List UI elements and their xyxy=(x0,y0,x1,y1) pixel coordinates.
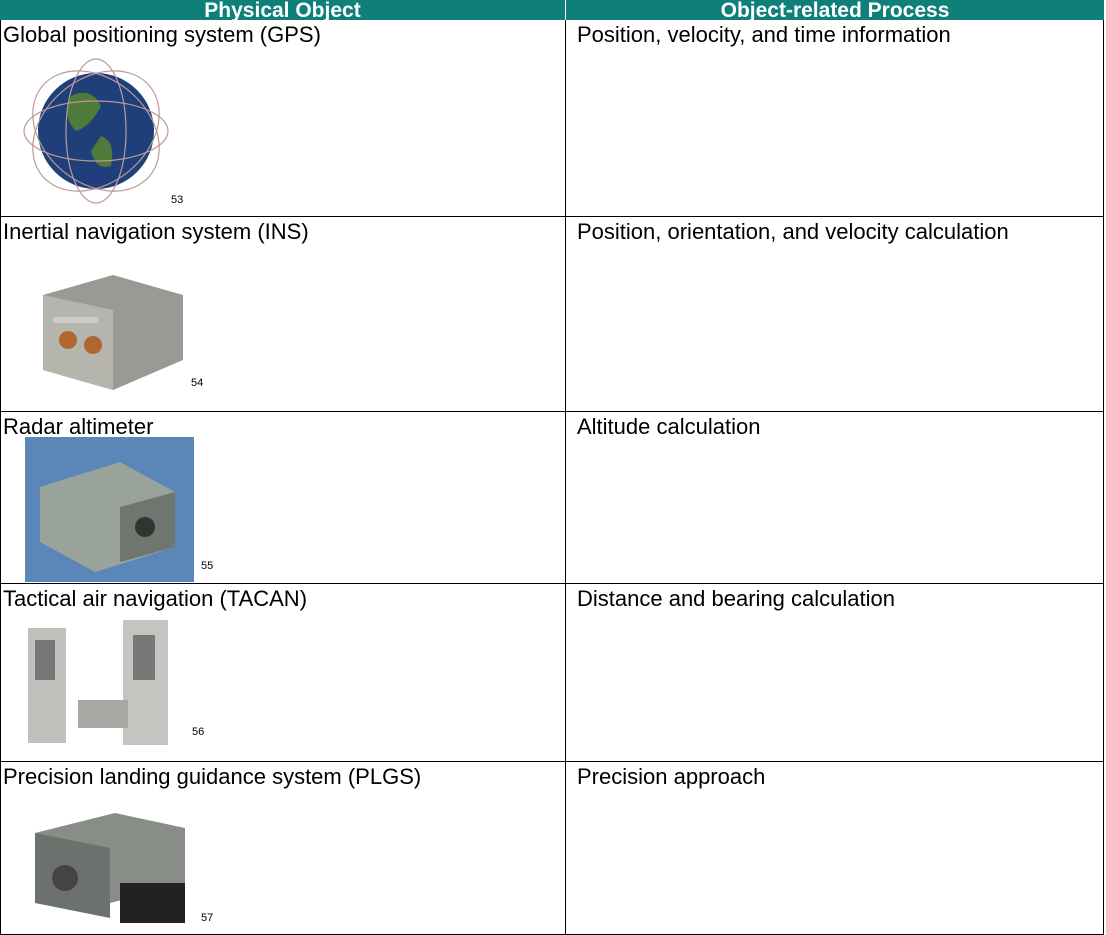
process-cell: Distance and bearing calculation xyxy=(565,584,1104,761)
footnote: 54 xyxy=(191,377,204,389)
radar-altimeter-image xyxy=(25,437,194,582)
table-row: Radar altimeter 55 Altitude calculation xyxy=(0,412,1104,584)
process-text: Position, orientation, and velocity calc… xyxy=(577,219,1009,244)
header-cell: Physical Object xyxy=(0,0,565,21)
object-name: Radar altimeter xyxy=(3,414,154,439)
object-cell: Radar altimeter 55 xyxy=(0,412,566,583)
header-cell: Object-related Process xyxy=(566,0,1104,21)
footnote: 55 xyxy=(201,560,214,572)
object-name: Inertial navigation system (INS) xyxy=(3,219,309,244)
object-name: Tactical air navigation (TACAN) xyxy=(3,586,308,611)
object-name: Precision landing guidance system (PLGS) xyxy=(3,764,422,789)
process-text: Position, velocity, and time information xyxy=(577,22,951,47)
process-cell: Position, velocity, and time information xyxy=(565,20,1104,216)
footnote: 57 xyxy=(201,912,214,924)
footnote: 53 xyxy=(171,194,184,206)
process-text: Distance and bearing calculation xyxy=(577,586,895,611)
object-name: Global positioning system (GPS) xyxy=(3,22,321,47)
object-cell: Precision landing guidance system (PLGS)… xyxy=(0,762,566,934)
object-cell: Inertial navigation system (INS) 54 xyxy=(0,217,566,411)
process-cell: Precision approach xyxy=(565,762,1104,934)
gps-image xyxy=(23,58,169,204)
process-cell: Position, orientation, and velocity calc… xyxy=(565,217,1104,411)
process-cell: Altitude calculation xyxy=(565,412,1104,583)
object-cell: Global positioning system (GPS) 53 xyxy=(0,20,566,216)
process-text: Altitude calculation xyxy=(577,414,761,439)
ins-image xyxy=(43,275,183,390)
table-row: Global positioning system (GPS) 53 Posit… xyxy=(0,20,1104,217)
object-cell: Tactical air navigation (TACAN) 56 xyxy=(0,584,566,761)
footnote: 56 xyxy=(192,726,205,738)
plgs-image xyxy=(35,813,185,923)
tacan-image xyxy=(28,620,168,745)
table-row: Inertial navigation system (INS) 54 Posi… xyxy=(0,217,1104,412)
table-row: Tactical air navigation (TACAN) 56 Dista… xyxy=(0,584,1104,762)
process-text: Precision approach xyxy=(577,764,766,789)
table-row: Precision landing guidance system (PLGS)… xyxy=(0,762,1104,935)
